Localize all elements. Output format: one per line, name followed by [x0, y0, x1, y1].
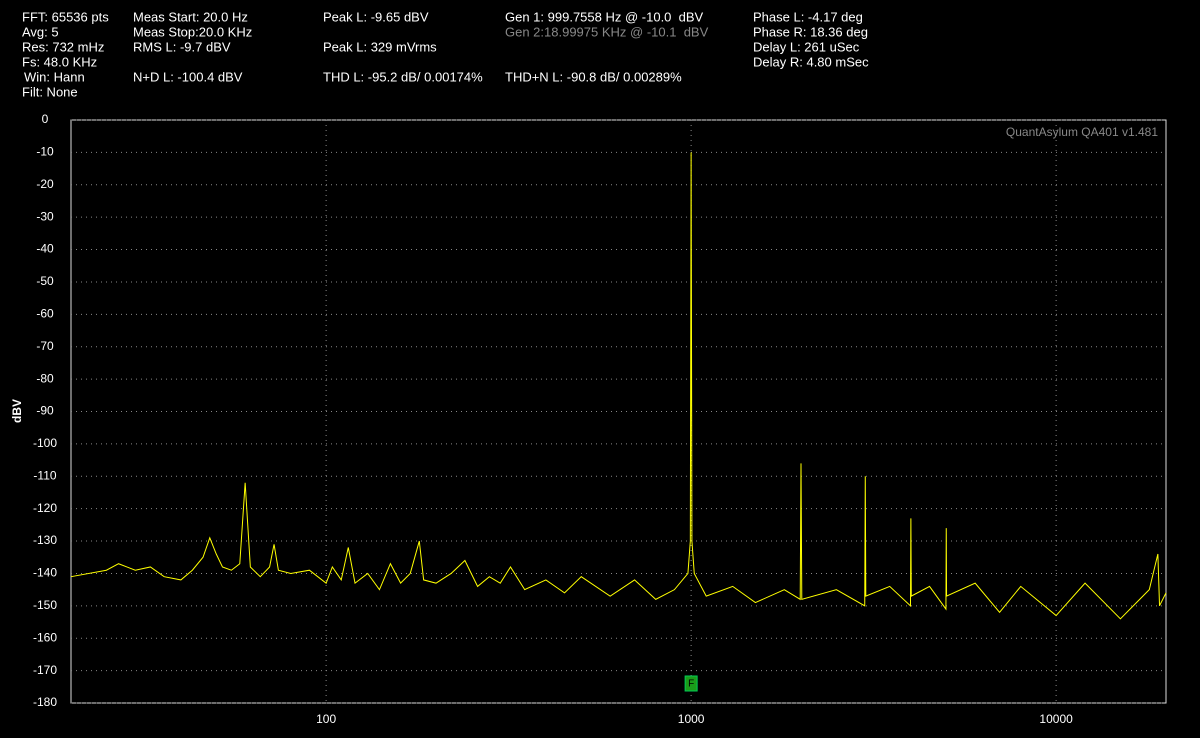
marker-label: F [688, 679, 694, 690]
info-text: Fs: 48.0 KHz [22, 54, 97, 69]
marker [684, 675, 698, 692]
info-text: Filt: None [22, 84, 78, 99]
x-tick-label: 10000 [1039, 712, 1073, 726]
y-tick-label: -110 [33, 468, 56, 482]
y-tick-label: -180 [33, 695, 57, 709]
y-tick-label: -40 [36, 242, 54, 256]
y-tick-label: -20 [36, 177, 54, 191]
info-text: Delay L: 261 uSec [753, 39, 860, 54]
y-tick-label: -60 [36, 307, 54, 321]
spectrum-line [70, 152, 1167, 620]
info-text: N+D L: -100.4 dBV [133, 69, 243, 84]
info-text: Win: Hann [24, 69, 85, 84]
info-text: Phase R: 18.36 deg [753, 24, 868, 39]
info-text: Res: 732 mHz [22, 39, 104, 54]
y-tick-label: -70 [36, 339, 54, 353]
y-tick-label: -130 [33, 533, 57, 547]
info-text: Meas Start: 20.0 Hz [133, 9, 248, 24]
y-tick-label: -140 [33, 566, 57, 580]
y-tick-label: -90 [36, 404, 54, 418]
y-tick-label: -160 [33, 630, 57, 644]
y-tick-label: -50 [36, 274, 54, 288]
info-text: Gen 2:18.99975 KHz @ -10.1 dBV [505, 24, 709, 39]
y-axis-label: dBV [10, 399, 24, 423]
info-text: THD L: -95.2 dB/ 0.00174% [323, 69, 483, 84]
info-text: Phase L: -4.17 deg [753, 9, 863, 24]
info-text: Peak L: -9.65 dBV [323, 9, 429, 24]
info-text: Avg: 5 [22, 24, 59, 39]
info-text: RMS L: -9.7 dBV [133, 39, 231, 54]
info-text: Gen 1: 999.7558 Hz @ -10.0 dBV [505, 9, 704, 24]
y-tick-label: -80 [36, 371, 54, 385]
info-text: THD+N L: -90.8 dB/ 0.00289% [505, 69, 682, 84]
y-tick-label: -100 [33, 436, 57, 450]
y-tick-label: 0 [42, 112, 49, 126]
y-tick-label: -150 [33, 598, 57, 612]
y-tick-label: -30 [36, 209, 54, 223]
info-text: FFT: 65536 pts [22, 9, 109, 24]
y-tick-label: -120 [33, 501, 57, 515]
info-text: Peak L: 329 mVrms [323, 39, 437, 54]
info-text: Meas Stop:20.0 KHz [133, 24, 252, 39]
info-text: Delay R: 4.80 mSec [753, 54, 869, 69]
x-tick-label: 100 [316, 712, 336, 726]
x-tick-label: 1000 [678, 712, 705, 726]
y-tick-label: -170 [33, 663, 57, 677]
y-tick-label: -10 [36, 145, 54, 159]
watermark: QuantAsylum QA401 v1.481 [1006, 125, 1158, 139]
